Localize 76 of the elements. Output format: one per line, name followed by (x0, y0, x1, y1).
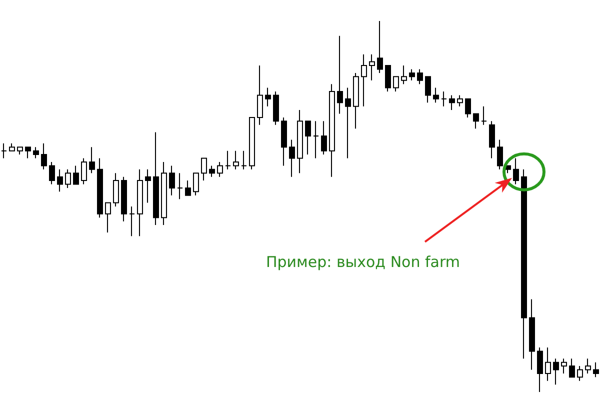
candlestick (393, 76, 399, 92)
candlestick (25, 146, 31, 159)
candlestick (241, 150, 247, 170)
candlestick (497, 139, 503, 170)
candlestick (377, 20, 383, 74)
candlestick (113, 172, 119, 207)
candlestick (273, 90, 279, 126)
candlestick (345, 87, 351, 159)
candlestick (369, 54, 375, 81)
candlestick (409, 68, 415, 81)
candlestick (577, 366, 583, 382)
annotation: Пример: выход Non farm (266, 252, 460, 271)
candlestick (289, 139, 295, 178)
candlestick (561, 358, 567, 374)
candlestick (217, 161, 223, 178)
candlestick (57, 168, 63, 192)
candlestick (233, 150, 239, 170)
candlestick (193, 172, 199, 196)
candlestick (449, 94, 455, 111)
candlestick (465, 98, 471, 118)
candlestick (297, 110, 303, 174)
candlestick (441, 90, 447, 107)
candlestick (161, 161, 167, 226)
candlestick (593, 362, 599, 378)
candlestick (137, 168, 143, 237)
candlestick (9, 142, 15, 152)
candlestick (81, 158, 87, 185)
candlestick (481, 106, 487, 126)
candlestick (89, 146, 95, 174)
candlestick (121, 176, 127, 222)
candlestick (153, 132, 159, 226)
candlestick (473, 113, 479, 130)
candlestick (185, 180, 191, 196)
candlestick (65, 168, 71, 188)
candlestick (129, 206, 135, 237)
candlestick (329, 84, 335, 178)
candlestick (177, 172, 183, 200)
candlestick (33, 146, 39, 159)
candlestick (257, 65, 263, 126)
candlestick (169, 165, 175, 196)
candlestick (305, 120, 311, 156)
candlestick (321, 120, 327, 156)
candlestick (545, 346, 551, 382)
candlestick (265, 87, 271, 107)
candlestick (201, 158, 207, 182)
candlestick (585, 358, 591, 374)
candlestick (17, 146, 23, 156)
candlestick (569, 358, 575, 378)
candlestick (433, 87, 439, 104)
candlestick (417, 68, 423, 85)
candlestick (553, 358, 559, 386)
candlestick (105, 202, 111, 233)
candlestick (73, 165, 79, 185)
candlestick (505, 165, 511, 174)
candlestick (537, 346, 543, 392)
candlestick (225, 150, 231, 170)
candlestick (513, 158, 519, 185)
candlestick (97, 158, 103, 218)
candlestick (1, 142, 7, 159)
candlestick (361, 54, 367, 107)
candlestick (529, 298, 535, 370)
candlestick (353, 72, 359, 130)
candlestick (49, 161, 55, 185)
candlestick (145, 168, 151, 204)
candlestick (385, 65, 391, 92)
candlestick (457, 94, 463, 107)
candlestick (313, 120, 319, 159)
candlestick (521, 168, 527, 360)
candlestick (41, 142, 47, 170)
candlestick (209, 165, 215, 178)
candlestick (337, 35, 343, 114)
candlestick (425, 76, 431, 104)
candlestick (281, 116, 287, 166)
candlestick (249, 116, 255, 170)
candlestick (489, 120, 495, 159)
candlestick (401, 65, 407, 85)
